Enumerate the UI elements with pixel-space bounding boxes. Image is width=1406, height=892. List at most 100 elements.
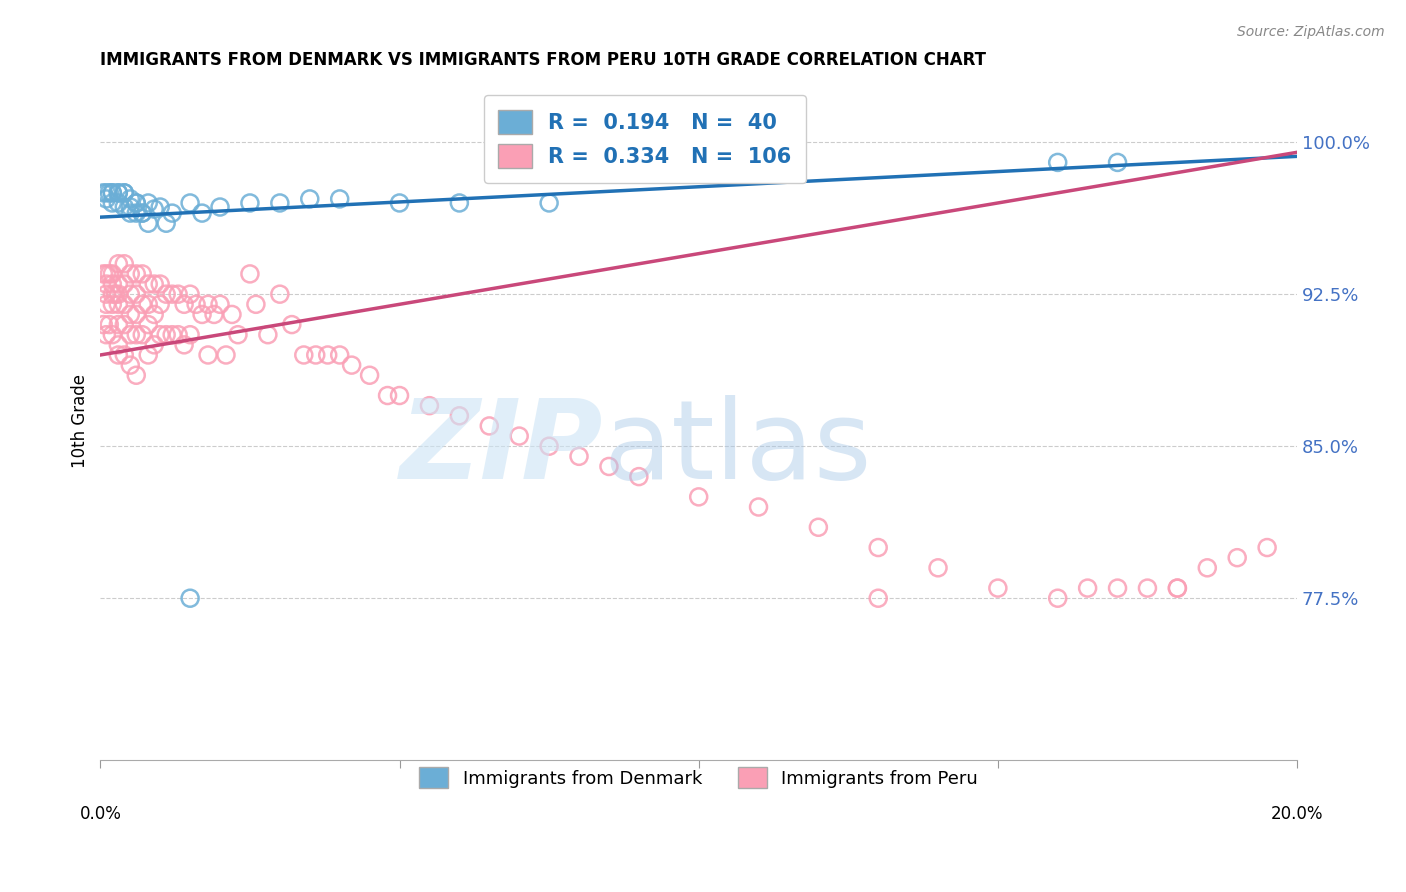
Point — [120, 206, 142, 220]
Point — [107, 196, 129, 211]
Point — [179, 591, 201, 606]
Point — [101, 186, 124, 200]
Point — [112, 200, 135, 214]
Point — [329, 192, 352, 206]
Point — [112, 186, 135, 200]
Point — [131, 206, 153, 220]
Point — [120, 327, 142, 342]
Point — [101, 277, 124, 291]
Point — [96, 287, 118, 301]
Point — [1166, 581, 1188, 595]
Point — [98, 267, 121, 281]
Point — [112, 348, 135, 362]
Point — [257, 327, 280, 342]
Point — [101, 287, 124, 301]
Point — [197, 348, 219, 362]
Point — [173, 338, 195, 352]
Point — [125, 287, 148, 301]
Point — [149, 297, 172, 311]
Point — [292, 348, 315, 362]
Point — [221, 308, 243, 322]
Point — [508, 429, 530, 443]
Point — [149, 327, 172, 342]
Point — [125, 327, 148, 342]
Point — [136, 318, 159, 332]
Point — [93, 318, 115, 332]
Point — [1107, 155, 1129, 169]
Point — [208, 297, 231, 311]
Point — [101, 327, 124, 342]
Point — [96, 277, 118, 291]
Point — [112, 277, 135, 291]
Point — [868, 541, 890, 555]
Point — [388, 196, 411, 211]
Point — [96, 327, 118, 342]
Point — [107, 277, 129, 291]
Point — [125, 308, 148, 322]
Point — [143, 202, 166, 216]
Point — [107, 287, 129, 301]
Point — [202, 308, 225, 322]
Point — [281, 318, 304, 332]
Point — [98, 318, 121, 332]
Point — [747, 500, 769, 514]
Point — [101, 196, 124, 211]
Point — [627, 469, 650, 483]
Point — [239, 196, 262, 211]
Point — [167, 327, 190, 342]
Point — [538, 439, 561, 453]
Point — [245, 297, 267, 311]
Point — [120, 267, 142, 281]
Text: 20.0%: 20.0% — [1271, 805, 1323, 823]
Point — [167, 287, 190, 301]
Point — [120, 200, 142, 214]
Point — [807, 520, 830, 534]
Point — [112, 318, 135, 332]
Point — [538, 196, 561, 211]
Point — [96, 267, 118, 281]
Point — [316, 348, 339, 362]
Point — [1046, 591, 1069, 606]
Point — [1046, 155, 1069, 169]
Point — [388, 388, 411, 402]
Point — [359, 368, 381, 383]
Point — [136, 348, 159, 362]
Point — [96, 297, 118, 311]
Point — [449, 196, 471, 211]
Point — [136, 277, 159, 291]
Point — [96, 192, 118, 206]
Point — [478, 418, 501, 433]
Point — [1166, 581, 1188, 595]
Point — [112, 186, 135, 200]
Point — [96, 186, 118, 200]
Point — [173, 297, 195, 311]
Point — [155, 216, 177, 230]
Point — [131, 327, 153, 342]
Point — [131, 206, 153, 220]
Point — [184, 297, 207, 311]
Point — [298, 192, 321, 206]
Point — [927, 561, 949, 575]
Point — [160, 206, 183, 220]
Y-axis label: 10th Grade: 10th Grade — [72, 374, 89, 468]
Point — [1256, 541, 1278, 555]
Point — [208, 200, 231, 214]
Text: Source: ZipAtlas.com: Source: ZipAtlas.com — [1237, 25, 1385, 39]
Point — [1077, 581, 1099, 595]
Point — [179, 196, 201, 211]
Point — [136, 196, 159, 211]
Point — [160, 287, 183, 301]
Point — [101, 186, 124, 200]
Point — [112, 297, 135, 311]
Point — [104, 287, 127, 301]
Text: 0.0%: 0.0% — [79, 805, 121, 823]
Point — [112, 257, 135, 271]
Point — [191, 308, 214, 322]
Point — [93, 186, 115, 200]
Point — [143, 308, 166, 322]
Point — [149, 200, 172, 214]
Point — [269, 287, 291, 301]
Point — [1226, 550, 1249, 565]
Point — [155, 327, 177, 342]
Point — [131, 267, 153, 281]
